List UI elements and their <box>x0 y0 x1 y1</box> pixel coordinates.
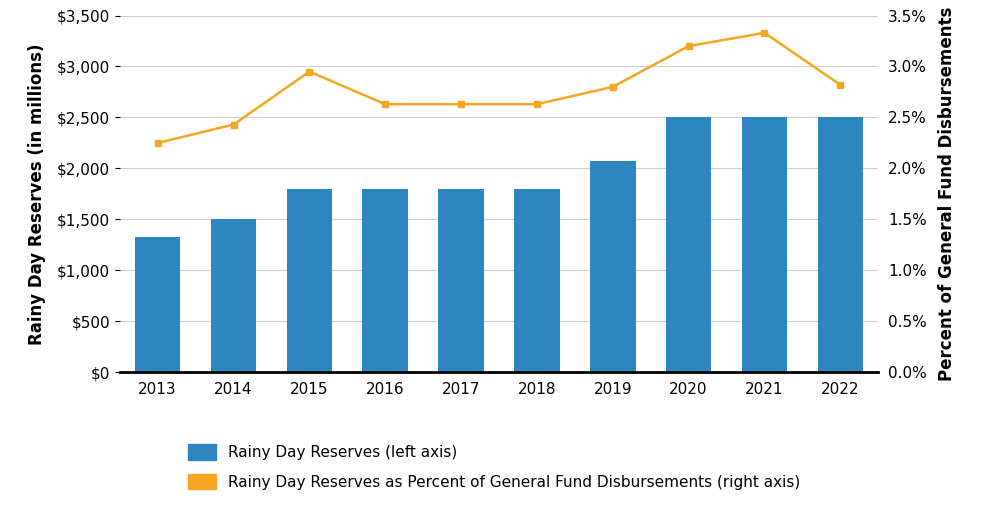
Bar <box>211 219 256 372</box>
Y-axis label: Percent of General Fund Disbursements: Percent of General Fund Disbursements <box>938 7 956 381</box>
Bar <box>135 237 181 372</box>
Bar <box>742 117 787 372</box>
Bar <box>362 189 408 372</box>
Bar <box>666 117 712 372</box>
Y-axis label: Rainy Day Reserves (in millions): Rainy Day Reserves (in millions) <box>28 43 46 345</box>
Bar <box>438 189 484 372</box>
Bar <box>590 161 636 372</box>
Bar <box>817 117 863 372</box>
Legend: Rainy Day Reserves (left axis), Rainy Day Reserves as Percent of General Fund Di: Rainy Day Reserves (left axis), Rainy Da… <box>188 444 800 490</box>
Bar <box>286 189 332 372</box>
Bar <box>514 189 560 372</box>
